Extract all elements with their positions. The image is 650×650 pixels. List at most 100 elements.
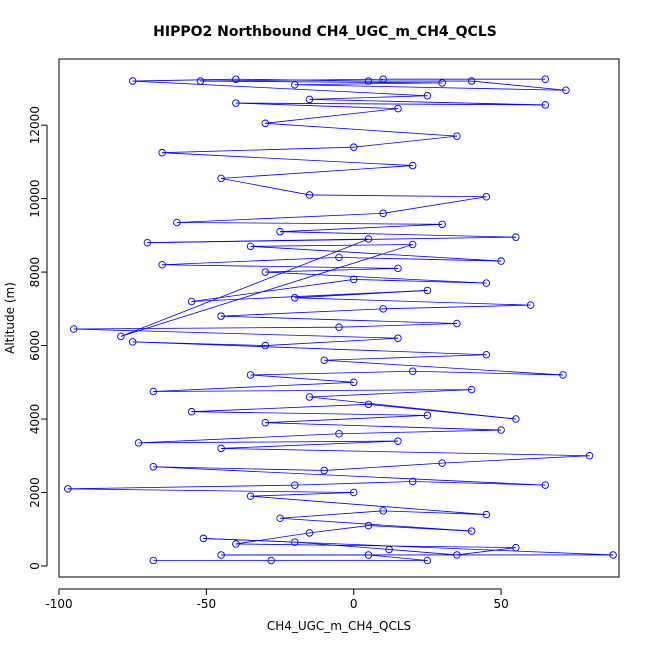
data-point bbox=[438, 459, 446, 467]
data-point bbox=[149, 387, 158, 396]
data-point bbox=[526, 301, 535, 309]
series-line-segment bbox=[147, 236, 516, 244]
data-point bbox=[261, 119, 270, 128]
y-axis-label: Altitude (m) bbox=[3, 282, 17, 354]
data-point bbox=[423, 556, 432, 565]
series-line-segment bbox=[250, 374, 354, 383]
series-line-segment bbox=[153, 389, 472, 392]
data-point bbox=[246, 242, 255, 251]
data-point bbox=[364, 400, 373, 409]
series-line-segment bbox=[309, 95, 428, 100]
series-line-segment bbox=[383, 510, 487, 515]
data-point bbox=[335, 253, 343, 262]
series-line-segment bbox=[132, 341, 266, 346]
series-line-segment bbox=[265, 414, 428, 424]
data-point bbox=[143, 238, 152, 247]
series-line-segment bbox=[221, 315, 457, 324]
data-point bbox=[512, 415, 520, 423]
data-point bbox=[423, 411, 432, 420]
data-point bbox=[453, 132, 461, 140]
data-point bbox=[149, 556, 158, 565]
data-point bbox=[453, 551, 461, 559]
data-point bbox=[541, 75, 550, 83]
data-point bbox=[276, 514, 284, 522]
y-tick-label: 6000 bbox=[28, 330, 42, 361]
data-point bbox=[173, 218, 181, 227]
series-line-segment bbox=[412, 370, 564, 376]
data-point bbox=[335, 429, 343, 438]
data-point bbox=[482, 510, 491, 519]
series-line-segment bbox=[442, 455, 590, 464]
data-point bbox=[379, 75, 387, 83]
data-point bbox=[158, 260, 166, 269]
data-point bbox=[232, 75, 240, 83]
data-point bbox=[349, 488, 358, 497]
series-line-segment bbox=[221, 178, 310, 196]
y-tick-label: 2000 bbox=[28, 477, 42, 508]
x-axis: -100 -50 0 50 bbox=[45, 588, 509, 611]
series-line-segment bbox=[456, 547, 516, 556]
data-point bbox=[305, 529, 314, 537]
data-point bbox=[482, 279, 491, 287]
series-line-segment bbox=[324, 462, 443, 471]
data-point bbox=[128, 77, 137, 85]
series-line-segment bbox=[309, 525, 369, 534]
data-point bbox=[158, 148, 166, 157]
data-point bbox=[585, 452, 594, 460]
series-line-segment bbox=[132, 341, 487, 356]
data-point bbox=[497, 426, 505, 434]
data-point bbox=[117, 332, 125, 341]
data-point bbox=[246, 492, 255, 500]
data-point bbox=[379, 507, 387, 515]
series-line-segment bbox=[73, 328, 398, 339]
series-line-segment bbox=[221, 448, 590, 457]
x-tick-label: 50 bbox=[493, 597, 508, 611]
data-point bbox=[408, 240, 417, 249]
data-point bbox=[364, 235, 373, 243]
y-tick-label: 10000 bbox=[28, 180, 42, 218]
series-line-segment bbox=[471, 80, 566, 91]
data-point bbox=[291, 481, 299, 489]
series-line-segment bbox=[324, 354, 487, 361]
data-point bbox=[394, 437, 402, 445]
series-line-segment bbox=[412, 481, 546, 486]
x-tick-label: 0 bbox=[350, 597, 358, 611]
data-point bbox=[305, 191, 314, 199]
series-line-segment bbox=[383, 304, 531, 310]
data-point bbox=[232, 99, 240, 107]
series-line-segment bbox=[200, 78, 384, 82]
series-line-segment bbox=[235, 102, 398, 109]
data-point bbox=[267, 556, 275, 565]
series-line-segment bbox=[265, 271, 487, 284]
data-point bbox=[512, 233, 520, 241]
series-line-segment bbox=[67, 488, 354, 493]
series-line-segment bbox=[162, 256, 340, 266]
data-point bbox=[408, 367, 417, 376]
data-point bbox=[261, 341, 270, 350]
y-tick-label: 8000 bbox=[28, 257, 42, 288]
data-point bbox=[261, 268, 270, 276]
series-line-segment bbox=[221, 165, 413, 179]
series-line-segment bbox=[309, 99, 546, 106]
series-line-segment bbox=[338, 256, 502, 262]
series-line-segment bbox=[294, 541, 390, 550]
data-point bbox=[246, 371, 255, 379]
plot-border bbox=[58, 58, 620, 578]
series-line-segment bbox=[250, 370, 413, 376]
series-line-segment bbox=[162, 264, 398, 269]
series-line-segment bbox=[138, 433, 340, 444]
series-line-segment bbox=[235, 102, 546, 106]
series-line-segment bbox=[353, 135, 457, 148]
series-line-segment bbox=[153, 466, 325, 471]
data-point bbox=[217, 174, 225, 183]
series-line-segment bbox=[353, 279, 487, 284]
series-line-segment bbox=[235, 543, 516, 549]
data-point bbox=[320, 466, 329, 475]
series-line-segment bbox=[368, 554, 428, 561]
data-point bbox=[349, 143, 358, 151]
data-point bbox=[364, 77, 373, 85]
data-point bbox=[438, 79, 446, 87]
series-line-segment bbox=[120, 238, 369, 337]
data-point bbox=[385, 545, 393, 554]
